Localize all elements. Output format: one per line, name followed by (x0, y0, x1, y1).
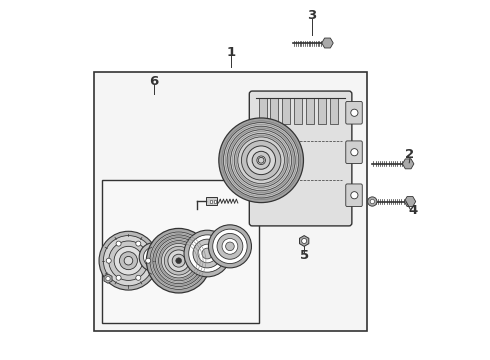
Circle shape (222, 238, 238, 254)
Circle shape (217, 233, 243, 259)
Circle shape (176, 258, 181, 264)
Circle shape (150, 232, 207, 289)
FancyBboxPatch shape (346, 141, 362, 163)
FancyBboxPatch shape (249, 91, 352, 226)
Circle shape (103, 235, 153, 286)
Text: 5: 5 (299, 249, 309, 262)
Circle shape (106, 276, 110, 281)
Circle shape (213, 229, 247, 264)
Circle shape (351, 192, 358, 199)
Bar (294, 98, 302, 125)
Circle shape (227, 126, 295, 194)
Bar (259, 98, 267, 125)
Text: 3: 3 (307, 9, 317, 22)
Circle shape (147, 251, 160, 264)
Circle shape (198, 244, 217, 263)
Circle shape (234, 134, 288, 187)
FancyBboxPatch shape (240, 175, 254, 195)
Circle shape (351, 109, 358, 116)
Circle shape (99, 231, 158, 290)
Circle shape (302, 238, 307, 243)
Circle shape (184, 230, 231, 277)
FancyBboxPatch shape (346, 184, 362, 207)
Circle shape (124, 256, 133, 265)
Circle shape (244, 183, 250, 188)
Circle shape (120, 252, 137, 270)
Circle shape (161, 243, 196, 278)
Circle shape (153, 235, 204, 287)
Circle shape (136, 241, 141, 246)
Circle shape (189, 235, 226, 272)
Bar (205, 197, 217, 205)
Bar (214, 200, 216, 203)
Circle shape (223, 123, 299, 198)
Circle shape (144, 247, 164, 267)
Bar (318, 98, 326, 125)
Bar (101, 180, 259, 323)
Circle shape (370, 199, 374, 204)
Text: 2: 2 (405, 148, 415, 161)
Circle shape (242, 140, 281, 180)
Circle shape (116, 275, 121, 280)
Circle shape (159, 240, 199, 281)
Circle shape (257, 156, 266, 165)
Circle shape (193, 239, 221, 268)
Bar (95, 72, 367, 330)
Circle shape (368, 197, 377, 206)
Circle shape (156, 238, 201, 284)
Circle shape (164, 246, 193, 275)
Bar (270, 98, 278, 125)
Circle shape (202, 248, 213, 259)
Circle shape (109, 241, 148, 280)
Circle shape (116, 241, 121, 246)
Circle shape (106, 258, 111, 263)
Circle shape (351, 149, 358, 156)
Circle shape (139, 243, 168, 271)
Circle shape (252, 151, 270, 169)
Circle shape (146, 258, 151, 263)
Circle shape (225, 242, 234, 251)
Circle shape (168, 250, 190, 271)
Circle shape (219, 118, 303, 203)
Text: 6: 6 (149, 75, 158, 87)
Circle shape (147, 228, 211, 293)
Text: 4: 4 (409, 204, 418, 217)
Text: 1: 1 (226, 46, 235, 59)
FancyBboxPatch shape (240, 125, 254, 145)
Circle shape (208, 225, 251, 268)
Bar (330, 98, 338, 125)
Circle shape (258, 157, 264, 163)
Bar (306, 98, 314, 125)
Circle shape (244, 132, 250, 138)
Circle shape (231, 130, 292, 191)
Bar (282, 98, 290, 125)
Circle shape (114, 246, 143, 275)
Circle shape (172, 254, 185, 267)
Circle shape (238, 137, 285, 184)
Circle shape (136, 275, 141, 280)
Bar (210, 200, 212, 203)
FancyBboxPatch shape (346, 102, 362, 124)
Circle shape (247, 146, 275, 175)
